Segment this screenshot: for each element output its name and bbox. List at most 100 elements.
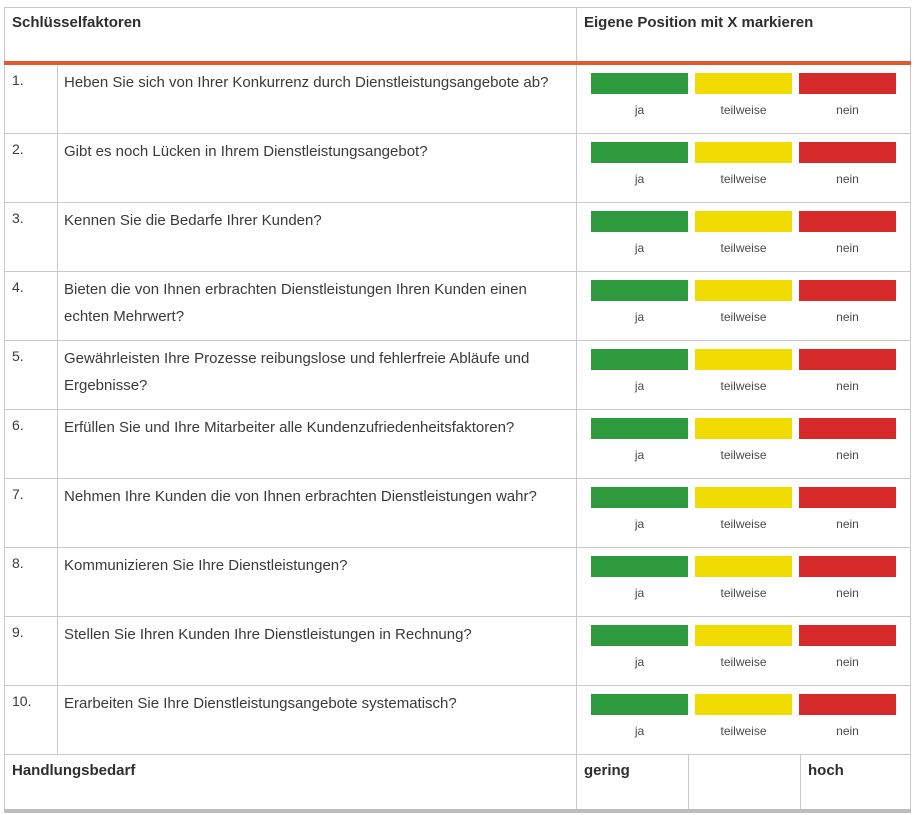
rating-options: ja teilweise nein — [577, 617, 911, 685]
footer-high-label: hoch — [808, 762, 844, 779]
option-yes-bar[interactable] — [591, 556, 688, 577]
option-yes-bar[interactable] — [591, 694, 688, 715]
footer-middle-cell[interactable] — [689, 755, 801, 809]
option-yes-label: ja — [634, 310, 645, 324]
rating-options: ja teilweise nein — [577, 410, 911, 478]
option-no-label: nein — [836, 517, 859, 531]
option-yes-bar[interactable] — [591, 487, 688, 508]
row-question: Nehmen Ihre Kunden die von Ihnen erbrach… — [64, 488, 537, 505]
option-no-bar[interactable] — [799, 418, 896, 439]
row-question-cell: Heben Sie sich von Ihrer Konkurrenz durc… — [58, 65, 577, 133]
option-no-bar[interactable] — [799, 694, 896, 715]
option-partial-bar[interactable] — [695, 556, 792, 577]
option-partial-bar[interactable] — [695, 418, 792, 439]
row-number: 2. — [12, 141, 24, 157]
row-question: Kommunizieren Sie Ihre Dienstleistungen? — [64, 557, 348, 574]
row-number: 8. — [12, 555, 24, 571]
option-yes-bar[interactable] — [591, 280, 688, 301]
rating-options: ja teilweise nein — [577, 272, 911, 340]
rating-options: ja teilweise nein — [577, 65, 911, 133]
option-partial-label: teilweise — [720, 655, 767, 669]
footer-low-cell[interactable]: gering — [577, 755, 689, 809]
row-question-cell: Bieten die von Ihnen erbrachten Dienstle… — [58, 272, 577, 340]
row-question: Erfüllen Sie und Ihre Mitarbeiter alle K… — [64, 419, 515, 436]
table-footer: Handlungsbedarf gering hoch — [4, 755, 911, 809]
option-no-bar[interactable] — [799, 625, 896, 646]
row-number-cell: 1. — [5, 65, 58, 133]
assessment-table: Schlüsselfaktoren Eigene Position mit X … — [4, 7, 911, 813]
option-partial-label: teilweise — [720, 172, 767, 186]
option-partial-bar[interactable] — [695, 73, 792, 94]
table-row: 5. Gewährleisten Ihre Prozesse reibungsl… — [4, 341, 911, 410]
table-header: Schlüsselfaktoren Eigene Position mit X … — [4, 7, 911, 61]
table-row: 8. Kommunizieren Sie Ihre Dienstleistung… — [4, 548, 911, 617]
option-no-bar[interactable] — [799, 280, 896, 301]
question-rows: 1. Heben Sie sich von Ihrer Konkurrenz d… — [4, 65, 911, 755]
option-partial-bar[interactable] — [695, 487, 792, 508]
option-yes-bar[interactable] — [591, 418, 688, 439]
row-question: Gewährleisten Ihre Prozesse reibungslose… — [64, 350, 530, 394]
row-number: 9. — [12, 624, 24, 640]
option-partial-bar[interactable] — [695, 142, 792, 163]
row-question-cell: Stellen Sie Ihren Kunden Ihre Dienstleis… — [58, 617, 577, 685]
option-partial-bar[interactable] — [695, 625, 792, 646]
rating-options: ja teilweise nein — [577, 479, 911, 547]
footer-label: Handlungsbedarf — [12, 762, 136, 779]
rating-options: ja teilweise nein — [577, 686, 911, 754]
row-number-cell: 9. — [5, 617, 58, 685]
row-number: 5. — [12, 348, 24, 364]
option-yes-label: ja — [634, 448, 645, 462]
row-number: 6. — [12, 417, 24, 433]
row-number-cell: 7. — [5, 479, 58, 547]
option-yes-bar[interactable] — [591, 625, 688, 646]
row-question: Erarbeiten Sie Ihre Dienstleistungsangeb… — [64, 695, 457, 712]
option-partial-label: teilweise — [720, 448, 767, 462]
table-row: 1. Heben Sie sich von Ihrer Konkurrenz d… — [4, 65, 911, 134]
row-question-cell: Gibt es noch Lücken in Ihrem Dienstleist… — [58, 134, 577, 202]
row-question-cell: Kennen Sie die Bedarfe Ihrer Kunden? — [58, 203, 577, 271]
option-no-bar[interactable] — [799, 73, 896, 94]
row-number: 1. — [12, 72, 24, 88]
option-partial-bar[interactable] — [695, 694, 792, 715]
option-no-bar[interactable] — [799, 142, 896, 163]
row-number: 10. — [12, 693, 32, 709]
row-question: Gibt es noch Lücken in Ihrem Dienstleist… — [64, 143, 428, 160]
option-partial-bar[interactable] — [695, 280, 792, 301]
option-no-label: nein — [836, 655, 859, 669]
footer-low-label: gering — [584, 762, 630, 779]
table-row: 3. Kennen Sie die Bedarfe Ihrer Kunden? … — [4, 203, 911, 272]
option-partial-bar[interactable] — [695, 211, 792, 232]
option-yes-label: ja — [634, 586, 645, 600]
footer-high-cell[interactable]: hoch — [801, 755, 911, 809]
option-yes-bar[interactable] — [591, 142, 688, 163]
row-question-cell: Nehmen Ihre Kunden die von Ihnen erbrach… — [58, 479, 577, 547]
option-no-bar[interactable] — [799, 349, 896, 370]
option-yes-label: ja — [634, 517, 645, 531]
option-partial-label: teilweise — [720, 517, 767, 531]
header-factors-label: Schlüsselfaktoren — [12, 14, 142, 31]
option-yes-bar[interactable] — [591, 211, 688, 232]
row-number-cell: 2. — [5, 134, 58, 202]
row-question: Bieten die von Ihnen erbrachten Dienstle… — [64, 281, 527, 325]
row-number-cell: 4. — [5, 272, 58, 340]
option-no-bar[interactable] — [799, 556, 896, 577]
rating-options: ja teilweise nein — [577, 134, 911, 202]
option-partial-label: teilweise — [720, 241, 767, 255]
option-no-bar[interactable] — [799, 487, 896, 508]
option-partial-bar[interactable] — [695, 349, 792, 370]
option-no-bar[interactable] — [799, 211, 896, 232]
option-yes-bar[interactable] — [591, 349, 688, 370]
rating-options: ja teilweise nein — [577, 341, 911, 409]
header-position-label: Eigene Position mit X markieren — [584, 14, 814, 31]
option-yes-label: ja — [634, 241, 645, 255]
header-factors-cell: Schlüsselfaktoren — [5, 8, 577, 61]
row-number-cell: 8. — [5, 548, 58, 616]
row-question-cell: Erarbeiten Sie Ihre Dienstleistungsangeb… — [58, 686, 577, 754]
option-yes-bar[interactable] — [591, 73, 688, 94]
row-number: 4. — [12, 279, 24, 295]
row-number-cell: 3. — [5, 203, 58, 271]
option-partial-label: teilweise — [720, 586, 767, 600]
option-partial-label: teilweise — [720, 379, 767, 393]
option-no-label: nein — [836, 103, 859, 117]
option-partial-label: teilweise — [720, 310, 767, 324]
